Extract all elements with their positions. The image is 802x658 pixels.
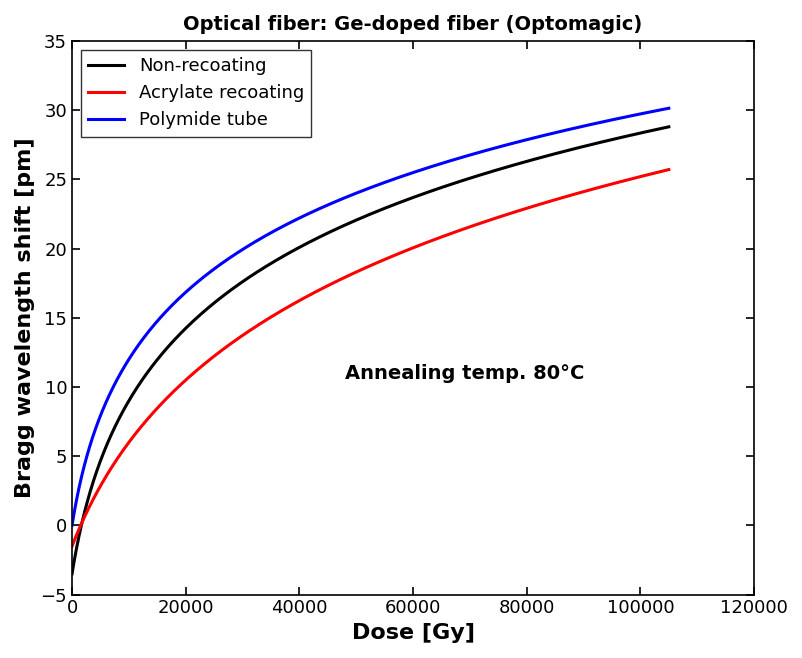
Non-recoating [322, 230, 331, 238]
Polymide tube [67, 521, 77, 529]
Polymide tube [135, 339, 144, 347]
Non-recoating [651, 126, 661, 134]
Polymide tube [587, 120, 597, 128]
Non-recoating [67, 570, 77, 578]
Line: Non-recoating: Non-recoating [72, 127, 668, 574]
Polymide tube [171, 298, 180, 306]
Line: Acrylate recoating: Acrylate recoating [72, 170, 668, 546]
Acrylate recoating [296, 296, 306, 304]
Non-recoating [171, 335, 180, 343]
Acrylate recoating [663, 166, 673, 174]
Non-recoating [587, 140, 597, 148]
Polymide tube [322, 201, 331, 209]
Non-recoating [663, 123, 673, 131]
Acrylate recoating [322, 282, 331, 290]
Non-recoating [135, 379, 144, 387]
Polymide tube [663, 105, 673, 113]
Legend: Non-recoating, Acrylate recoating, Polymide tube: Non-recoating, Acrylate recoating, Polym… [81, 50, 311, 137]
Non-recoating [296, 243, 306, 251]
Text: Annealing temp. 80°C: Annealing temp. 80°C [344, 364, 584, 383]
Polymide tube [296, 213, 306, 221]
Acrylate recoating [587, 185, 597, 193]
Acrylate recoating [67, 542, 77, 550]
Acrylate recoating [171, 386, 180, 393]
Title: Optical fiber: Ge-doped fiber (Optomagic): Optical fiber: Ge-doped fiber (Optomagic… [183, 15, 642, 34]
Line: Polymide tube: Polymide tube [72, 109, 668, 525]
Acrylate recoating [135, 424, 144, 432]
Acrylate recoating [651, 168, 661, 176]
Polymide tube [651, 107, 661, 114]
Y-axis label: Bragg wavelength shift [pm]: Bragg wavelength shift [pm] [15, 138, 35, 498]
X-axis label: Dose [Gy]: Dose [Gy] [351, 623, 474, 643]
